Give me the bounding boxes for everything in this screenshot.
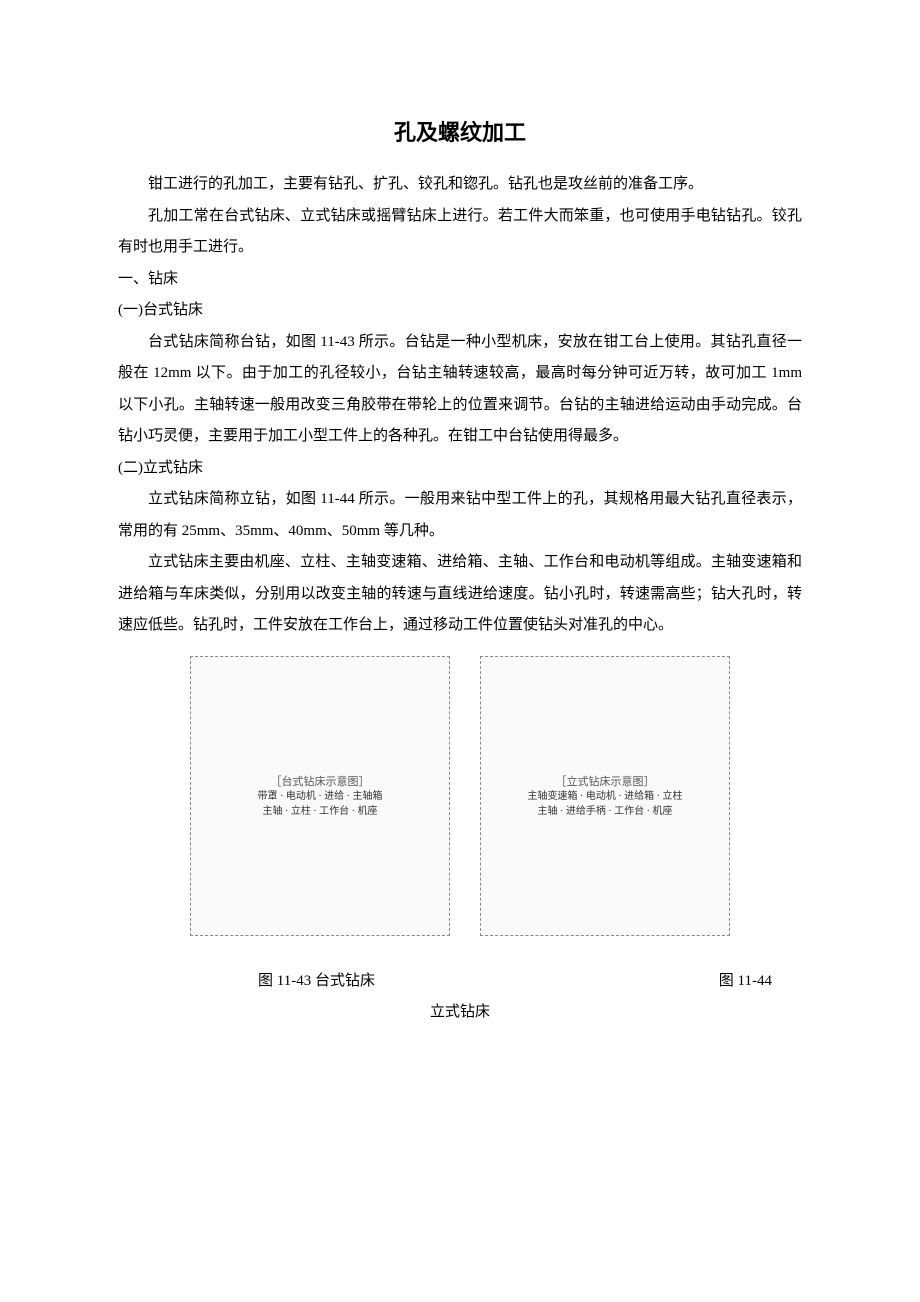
figure-b-labels: 主轴变速箱 · 电动机 · 进给箱 · 立柱 主轴 · 进给手柄 · 工作台 ·… — [527, 789, 682, 819]
figure-b-box: ［立式钻床示意图］ 主轴变速箱 · 电动机 · 进给箱 · 立柱 主轴 · 进给… — [480, 656, 730, 936]
figure-a-labels: 带罩 · 电动机 · 进给 · 主轴箱 主轴 · 立柱 · 工作台 · 机座 — [257, 789, 382, 819]
paragraph-4: 立式钻床简称立钻，如图 11-44 所示。一般用来钻中型工件上的孔，其规格用最大… — [118, 484, 802, 547]
figure-b-placeholder: ［立式钻床示意图］ — [527, 773, 682, 789]
caption-a: 图 11-43 台式钻床 — [258, 966, 375, 998]
heading-1a: (一)台式钻床 — [118, 295, 802, 327]
captions: 图 11-43 台式钻床 图 11-44 立式钻床 — [118, 966, 802, 1029]
figure-a-box: ［台式钻床示意图］ 带罩 · 电动机 · 进给 · 主轴箱 主轴 · 立柱 · … — [190, 656, 450, 936]
paragraph-5: 立式钻床主要由机座、立柱、主轴变速箱、进给箱、主轴、工作台和电动机等组成。主轴变… — [118, 547, 802, 642]
caption-b-part1: 图 11-44 — [719, 966, 772, 998]
figure-b: ［立式钻床示意图］ 主轴变速箱 · 电动机 · 进给箱 · 立柱 主轴 · 进给… — [480, 656, 730, 936]
figure-a: ［台式钻床示意图］ 带罩 · 电动机 · 进给 · 主轴箱 主轴 · 立柱 · … — [190, 656, 450, 936]
doc-title: 孔及螺纹加工 — [118, 115, 802, 147]
heading-1b: (二)立式钻床 — [118, 453, 802, 485]
paragraph-2: 孔加工常在台式钻床、立式钻床或摇臂钻床上进行。若工件大而笨重，也可使用手电钻钻孔… — [118, 201, 802, 264]
figure-a-placeholder: ［台式钻床示意图］ — [257, 773, 382, 789]
caption-b-part2: 立式钻床 — [430, 1004, 490, 1020]
paragraph-3: 台式钻床简称台钻，如图 11-43 所示。台钻是一种小型机床，安放在钳工台上使用… — [118, 327, 802, 453]
figures-row: ［台式钻床示意图］ 带罩 · 电动机 · 进给 · 主轴箱 主轴 · 立柱 · … — [118, 656, 802, 936]
paragraph-1: 钳工进行的孔加工，主要有钻孔、扩孔、铰孔和锪孔。钻孔也是攻丝前的准备工序。 — [118, 169, 802, 201]
page: 孔及螺纹加工 钳工进行的孔加工，主要有钻孔、扩孔、铰孔和锪孔。钻孔也是攻丝前的准… — [0, 0, 920, 1302]
heading-1: 一、钻床 — [118, 264, 802, 296]
